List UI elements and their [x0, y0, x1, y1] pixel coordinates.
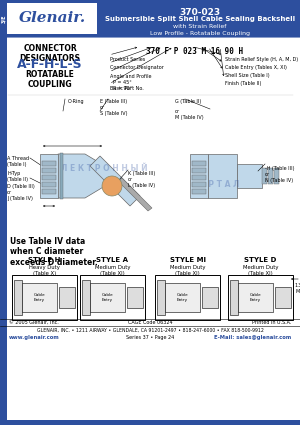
Polygon shape: [58, 154, 105, 198]
Bar: [0, 0, 7, 425]
Bar: [12, 275, 77, 320]
Text: Shell Size (Table I): Shell Size (Table I): [225, 73, 270, 78]
Bar: [192, 168, 206, 173]
Text: -H (Table III)
or
N (Table IV): -H (Table III) or N (Table IV): [265, 166, 295, 183]
Text: E (Table III)
or
S (Table IV): E (Table III) or S (Table IV): [100, 99, 128, 116]
Text: CONNECTOR
DESIGNATORS: CONNECTOR DESIGNATORS: [20, 44, 80, 63]
Text: 370-023: 370-023: [179, 8, 220, 17]
Text: STYLE H: STYLE H: [28, 257, 61, 263]
Text: A-F-H-L-S: A-F-H-L-S: [17, 58, 83, 71]
Bar: [80, 275, 145, 320]
Text: Medium Duty
(Table XI): Medium Duty (Table XI): [170, 265, 205, 276]
Text: H-Typ
(Table II): H-Typ (Table II): [7, 171, 28, 182]
Ellipse shape: [102, 176, 122, 196]
Text: Angle and Profile
  P = 45°
  R = 90°: Angle and Profile P = 45° R = 90°: [110, 74, 152, 91]
Polygon shape: [90, 156, 140, 206]
Text: STYLE A: STYLE A: [97, 257, 128, 263]
Text: Medium Duty
(Table XI): Medium Duty (Table XI): [95, 265, 130, 276]
Bar: [165, 283, 200, 312]
Bar: [7, 0, 300, 37]
Text: STYLE MI: STYLE MI: [169, 257, 206, 263]
Text: or
M (Table IV): or M (Table IV): [175, 109, 204, 120]
Bar: [157, 280, 165, 315]
Text: Heavy Duty
(Table X): Heavy Duty (Table X): [29, 265, 60, 276]
Bar: [262, 168, 267, 184]
Text: Connector Designator: Connector Designator: [110, 65, 164, 70]
Text: ROTATABLE
COUPLING: ROTATABLE COUPLING: [26, 70, 74, 89]
Text: STYLE D: STYLE D: [244, 257, 277, 263]
Text: K (Table III)
or
L (Table IV): K (Table III) or L (Table IV): [128, 171, 155, 187]
Text: 370 F P 023 M 16 90 H: 370 F P 023 M 16 90 H: [146, 47, 244, 56]
Bar: [230, 280, 238, 315]
Bar: [42, 168, 56, 173]
Text: Cable
Entry: Cable Entry: [34, 293, 45, 302]
Bar: [268, 168, 273, 184]
Text: www.glenair.com: www.glenair.com: [9, 335, 60, 340]
Text: Cable Entry (Tables X, XI): Cable Entry (Tables X, XI): [225, 65, 287, 70]
Bar: [59, 287, 75, 308]
Text: Cable
Entry: Cable Entry: [102, 293, 113, 302]
Bar: [42, 161, 56, 166]
Text: G (Table II): G (Table II): [175, 99, 201, 104]
Text: with Strain Relief: with Strain Relief: [173, 24, 227, 29]
Bar: [7, 3, 97, 34]
Text: Strain Relief Style (H, A, M, D): Strain Relief Style (H, A, M, D): [225, 57, 298, 62]
Bar: [228, 275, 293, 320]
Bar: [127, 287, 143, 308]
Bar: [14, 280, 22, 315]
Bar: [42, 175, 56, 180]
Text: Basic Part No.: Basic Part No.: [110, 86, 144, 91]
Bar: [192, 182, 206, 187]
Bar: [237, 164, 262, 188]
Bar: [60, 153, 63, 199]
Bar: [274, 168, 279, 184]
Text: Use Table IV data
when C diameter
exceeds D diameter.: Use Table IV data when C diameter exceed…: [10, 237, 98, 267]
Text: A Thread
(Table I): A Thread (Table I): [7, 156, 29, 167]
Bar: [0, 420, 300, 425]
Bar: [192, 175, 206, 180]
Text: Product Series: Product Series: [110, 57, 145, 62]
Text: Submersible Split Shell Cable Sealing Backshell: Submersible Split Shell Cable Sealing Ba…: [105, 16, 295, 22]
Text: E-Mail: sales@glenair.com: E-Mail: sales@glenair.com: [214, 335, 291, 340]
Text: Medium Duty
(Table XI): Medium Duty (Table XI): [243, 265, 278, 276]
Bar: [97, 0, 99, 37]
Text: Series 37 • Page 24: Series 37 • Page 24: [126, 335, 174, 340]
Bar: [155, 275, 220, 320]
Text: Glenair.: Glenair.: [18, 11, 85, 25]
Text: 3/E: 3/E: [1, 14, 6, 23]
Text: GLENAIR, INC. • 1211 AIRWAY • GLENDALE, CA 91201-2497 • 818-247-6000 • FAX 818-5: GLENAIR, INC. • 1211 AIRWAY • GLENDALE, …: [37, 328, 263, 333]
Text: Printed in U.S.A.: Printed in U.S.A.: [252, 320, 291, 325]
Bar: [22, 283, 57, 312]
Text: Cable
Entry: Cable Entry: [177, 293, 188, 302]
Bar: [202, 287, 218, 308]
Bar: [238, 283, 273, 312]
Text: Cable
Entry: Cable Entry: [250, 293, 261, 302]
Text: П О Р Т А Л: П О Р Т А Л: [190, 179, 240, 189]
Bar: [42, 182, 56, 187]
Text: D (Table III)
or
J (Table IV): D (Table III) or J (Table IV): [7, 184, 35, 201]
Text: 135 (3.4)
Max: 135 (3.4) Max: [295, 283, 300, 294]
Text: Finish (Table II): Finish (Table II): [225, 81, 261, 86]
Polygon shape: [118, 178, 152, 211]
Text: O-Ring: O-Ring: [68, 99, 85, 104]
Bar: [90, 283, 125, 312]
Bar: [42, 189, 56, 194]
Text: © 2005 Glenair, Inc.: © 2005 Glenair, Inc.: [9, 320, 59, 325]
Bar: [82, 280, 90, 315]
Bar: [192, 161, 206, 166]
Text: Low Profile - Rotatable Coupling: Low Profile - Rotatable Coupling: [150, 31, 250, 36]
Text: Э Л Е К Т Р О Н Н Ы Й: Э Л Е К Т Р О Н Н Ы Й: [53, 164, 147, 173]
Text: CAGE Code 06324: CAGE Code 06324: [128, 320, 172, 325]
Bar: [192, 189, 206, 194]
Bar: [40, 154, 58, 198]
Polygon shape: [208, 154, 237, 198]
Bar: [190, 154, 208, 198]
Bar: [275, 287, 291, 308]
